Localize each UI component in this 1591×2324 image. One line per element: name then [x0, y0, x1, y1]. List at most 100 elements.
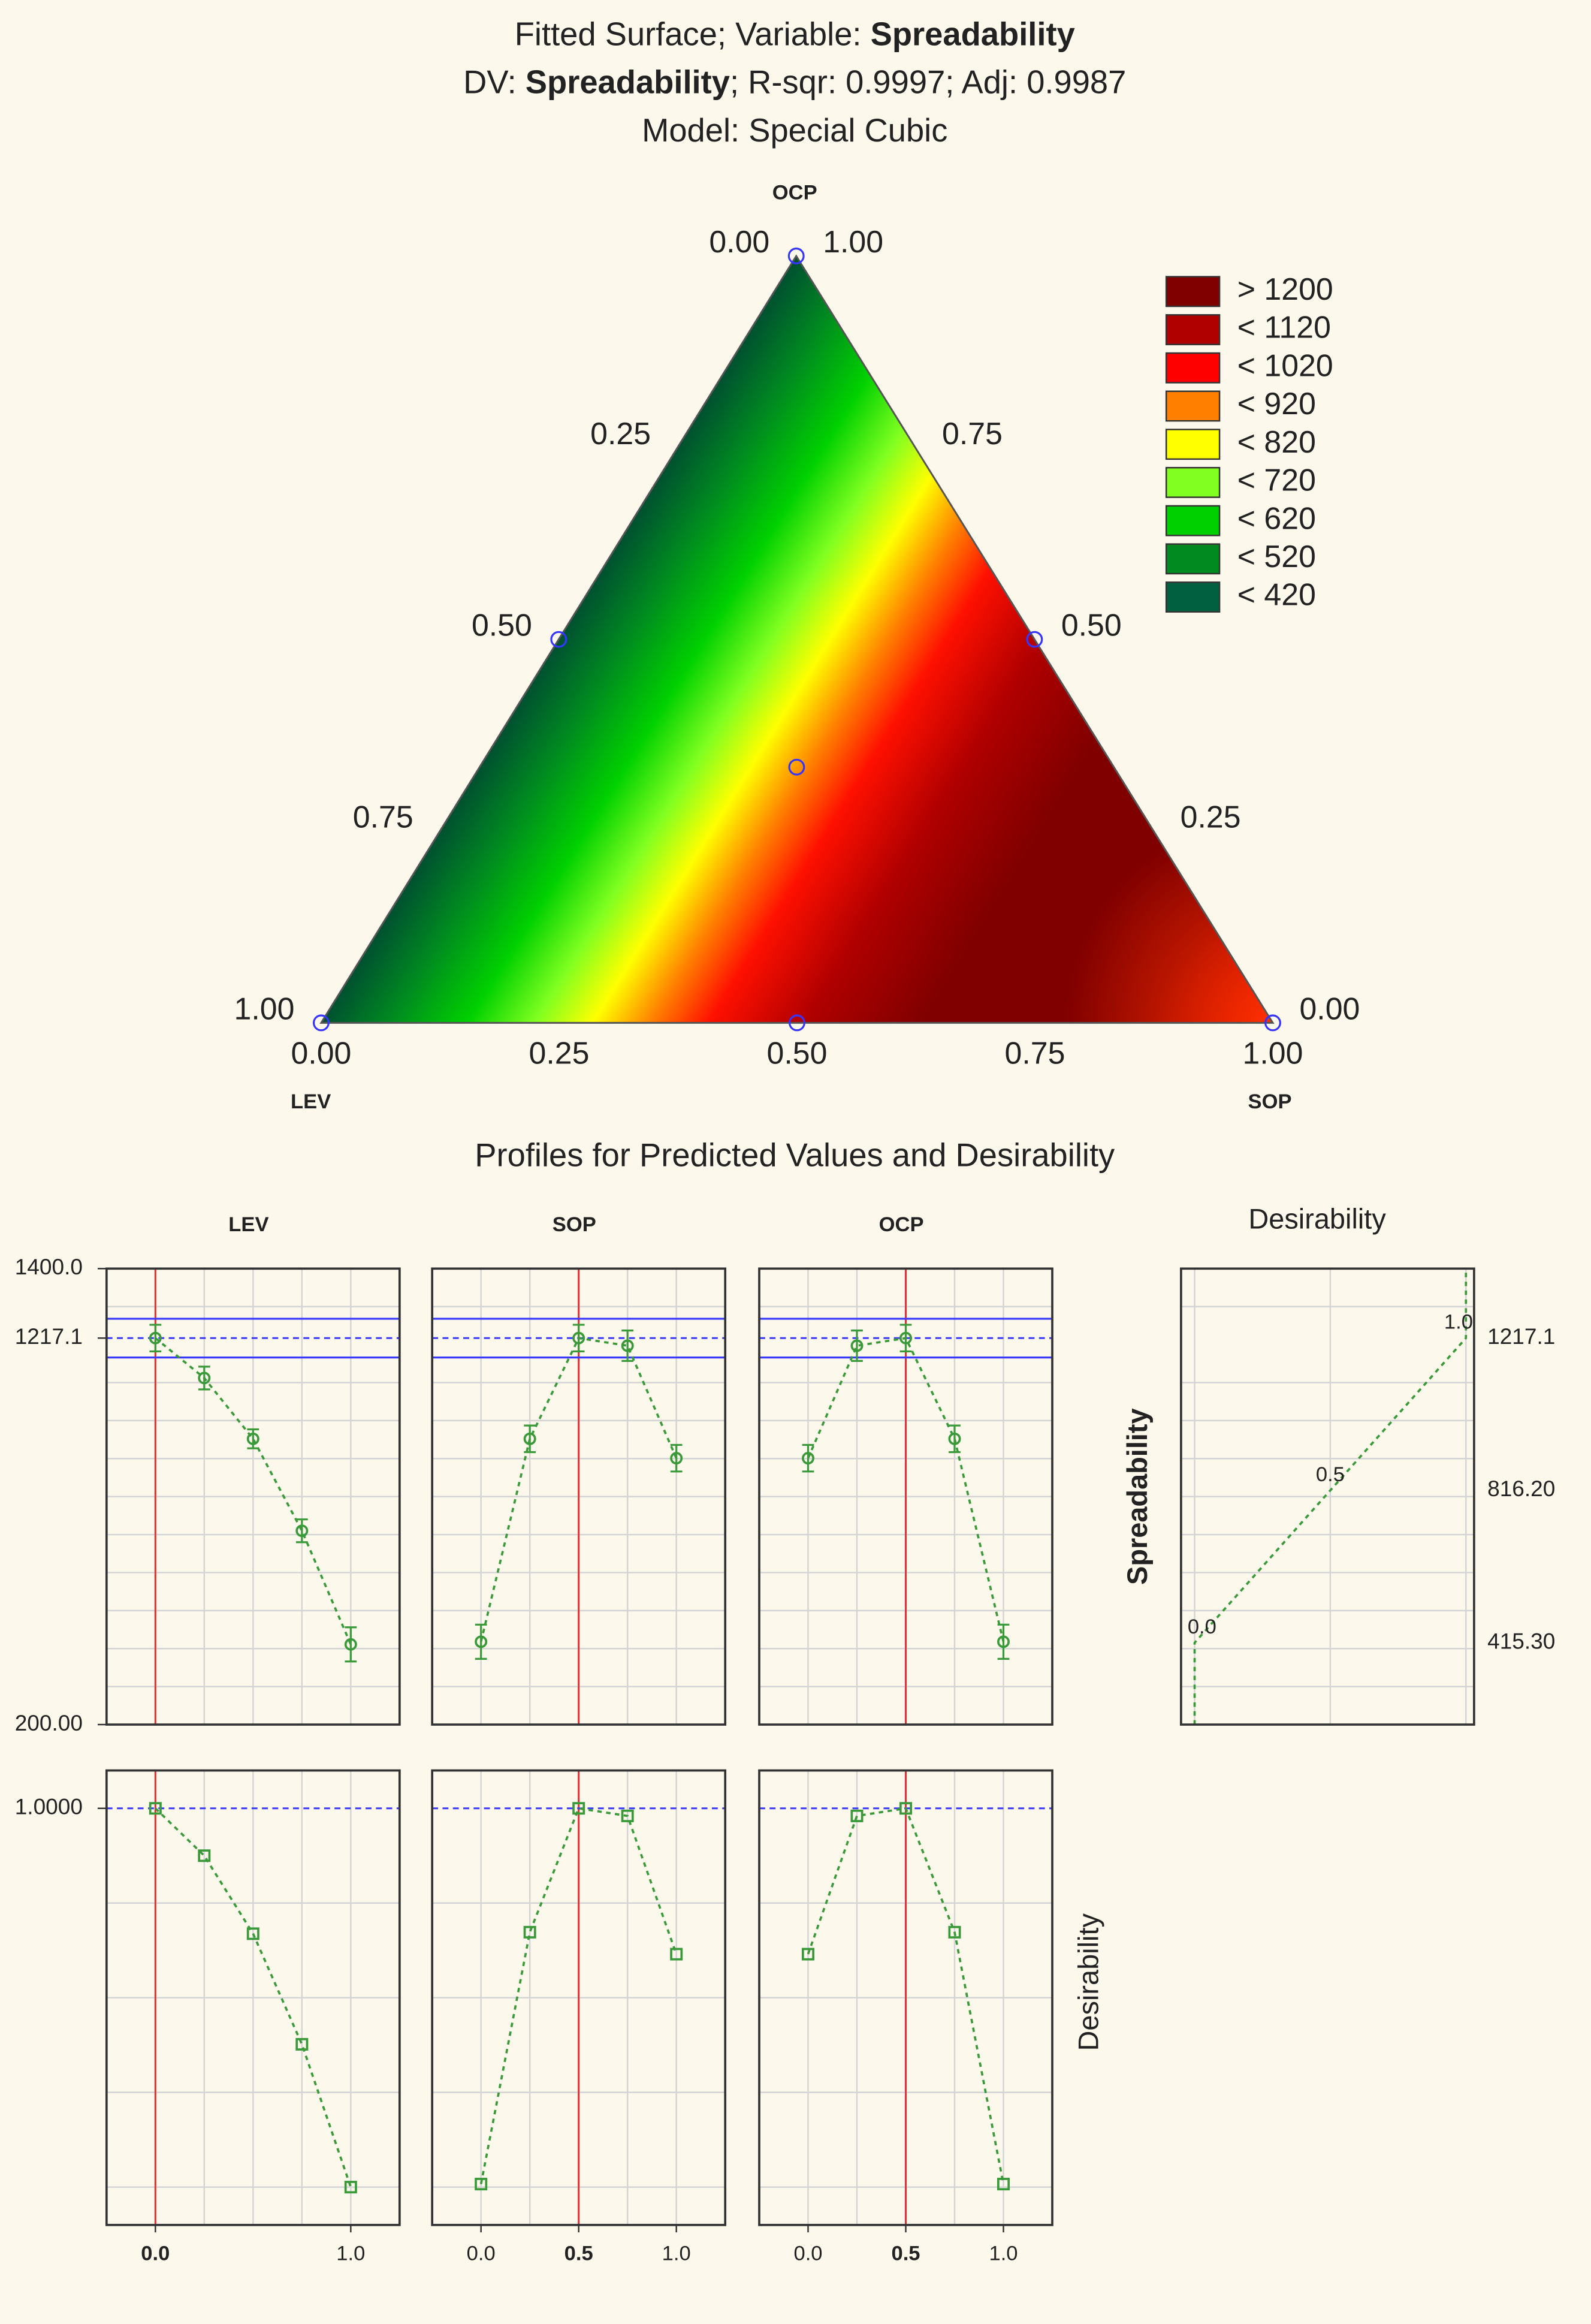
- legend-swatch: [1165, 505, 1221, 536]
- prediction-point: [899, 1331, 912, 1345]
- ternary-tick-label: 0.00: [1299, 991, 1360, 1026]
- title-part: Spreadability: [871, 16, 1075, 53]
- legend-label: < 1020: [1237, 348, 1333, 382]
- profiles-title: Profiles for Predicted Values and Desira…: [475, 1137, 1115, 1173]
- x-tick-label: 1.0: [989, 2242, 1018, 2265]
- error-bar: [345, 1626, 357, 1663]
- panel-frame: [758, 1267, 1053, 1726]
- legend-swatch: [1165, 429, 1221, 460]
- factor-name: OCP: [879, 1213, 924, 1236]
- prediction-point: [344, 1638, 357, 1651]
- error-bar: [247, 1428, 259, 1449]
- y-axis-label: Spreadability: [1122, 1408, 1153, 1585]
- vertex-label: LEV: [291, 1090, 331, 1113]
- desirability-point: [198, 1849, 211, 1862]
- design-point: [788, 758, 805, 776]
- desirability-point-label: 0.5: [1316, 1463, 1345, 1486]
- design-point: [1264, 1014, 1281, 1032]
- right-y-tick-label: 415.30: [1487, 1628, 1555, 1653]
- ternary-tick-label: 0.50: [1061, 608, 1122, 643]
- design-point: [787, 248, 805, 264]
- desirability-point: [295, 2037, 309, 2051]
- x-tick-label: 1.0: [662, 2242, 691, 2265]
- prediction-point: [621, 1339, 634, 1352]
- legend-label: < 920: [1237, 386, 1316, 421]
- legend-label: < 720: [1237, 463, 1316, 498]
- panel-frame: [105, 1769, 401, 2226]
- legend-label: < 820: [1237, 424, 1316, 459]
- desirability-point: [246, 1927, 259, 1940]
- panel-frame: [105, 1267, 401, 1726]
- error-bar: [621, 1330, 634, 1362]
- x-tick-label: 0.5: [891, 2242, 920, 2265]
- ternary-tick-label: 0.75: [1005, 1035, 1065, 1070]
- chart-title: Fitted Surface; Variable: Spreadability: [515, 16, 1075, 53]
- ternary-tick-label: 0.50: [472, 608, 532, 643]
- prediction-point: [149, 1331, 162, 1345]
- desirability-point-label: 0.0: [1188, 1615, 1216, 1638]
- prediction-point: [295, 1524, 309, 1538]
- legend-swatch: [1165, 276, 1221, 308]
- legend-swatch: [1165, 390, 1221, 422]
- ternary-tick-label: 0.00: [709, 224, 769, 259]
- chart-title: Model: Special Cubic: [642, 112, 947, 149]
- x-tick-label: 0.0: [141, 2242, 170, 2265]
- error-bar: [149, 1324, 162, 1353]
- ternary-tick-label: 0.50: [767, 1035, 828, 1070]
- desirability-point: [523, 1925, 536, 1939]
- design-point: [550, 631, 567, 648]
- prediction-point: [198, 1372, 211, 1385]
- x-tick-label: 0.0: [793, 2242, 822, 2265]
- error-bar: [198, 1366, 210, 1391]
- title-part: ; R-sqr: 0.9997; Adj: 0.9987: [730, 64, 1126, 101]
- ternary-tick-label: 0.25: [1181, 799, 1241, 834]
- error-bar: [572, 1324, 585, 1353]
- prediction-line: [155, 1337, 352, 1645]
- desirability-point: [850, 1809, 864, 1822]
- factor-name: LEV: [228, 1213, 268, 1236]
- ternary-tick-label: 0.25: [529, 1035, 589, 1070]
- prediction-point: [948, 1432, 961, 1445]
- error-bar: [475, 1623, 487, 1660]
- y2-tick-label: 1.0000: [15, 1794, 83, 1819]
- desirability-point-label: 1.0: [1444, 1311, 1473, 1334]
- vertex-label: OCP: [772, 181, 817, 204]
- title-part: Model: Special Cubic: [642, 112, 947, 149]
- legend-label: < 420: [1237, 577, 1316, 612]
- title-part: Fitted Surface; Variable:: [515, 16, 871, 53]
- desirability-point: [997, 2178, 1010, 2191]
- prediction-point: [997, 1635, 1010, 1648]
- y-tick-label: 1217.1: [15, 1324, 83, 1349]
- desirability-point: [344, 2181, 357, 2194]
- legend-swatch: [1165, 543, 1221, 575]
- x-tick-label: 0.5: [564, 2242, 593, 2265]
- error-bar: [949, 1424, 961, 1454]
- error-bar: [899, 1324, 912, 1353]
- prediction-point: [246, 1432, 259, 1445]
- legend-label: < 620: [1237, 501, 1316, 535]
- prediction-point: [475, 1635, 488, 1648]
- triangle-border: [319, 254, 1275, 1024]
- right-y-tick-label: 1217.1: [1487, 1324, 1555, 1349]
- vertex-label: SOP: [1248, 1090, 1292, 1113]
- desirability-point: [149, 1802, 162, 1815]
- desirability-point: [475, 2178, 488, 2191]
- legend-label: < 520: [1237, 539, 1316, 574]
- ternary-tick-label: 0.00: [291, 1035, 351, 1070]
- desirability-point: [801, 1948, 814, 1961]
- ternary-tick-label: 1.00: [234, 991, 295, 1026]
- prediction-point: [670, 1452, 683, 1465]
- desirability-point: [670, 1948, 683, 1961]
- ternary-tick-label: 0.25: [590, 416, 651, 451]
- legend-swatch: [1165, 466, 1221, 498]
- desirability-line: [155, 1807, 352, 2188]
- desirability-point: [948, 1925, 961, 1939]
- ternary-tick-label: 1.00: [823, 224, 883, 259]
- legend-swatch: [1165, 352, 1221, 384]
- y-tick-label: 1400.0: [15, 1254, 83, 1279]
- ternary-tick-label: 1.00: [1243, 1035, 1303, 1070]
- desirability-point: [572, 1802, 585, 1815]
- prediction-point: [801, 1452, 814, 1465]
- legend-label: < 1120: [1237, 310, 1331, 345]
- panel-title: Desirability: [1248, 1204, 1386, 1235]
